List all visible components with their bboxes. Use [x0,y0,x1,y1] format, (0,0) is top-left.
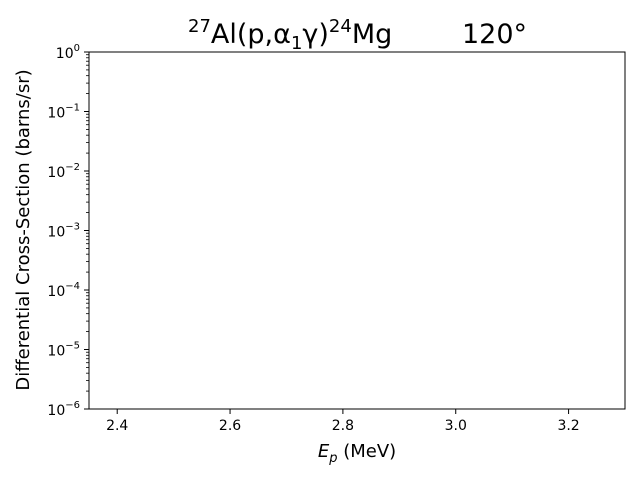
y-tick-label: 100 [56,43,80,62]
y-tick-base: 10 [47,403,65,419]
y-tick-label: 10−5 [47,341,80,360]
x-axis-label-unit: (MeV) [337,441,396,462]
x-tick-label: 3.0 [445,418,467,434]
title-mass-24: 24 [329,16,352,37]
y-tick-exponent: −3 [65,222,80,233]
title-target: Al(p, [211,19,273,50]
y-tick-label: 10−2 [47,162,80,181]
chart-title-reaction: 27Al(p,α1γ)24Mg [188,16,392,54]
title-gamma: γ) [302,19,329,50]
title-product: Mg [352,19,392,50]
y-tick-exponent: −4 [65,281,80,292]
x-axis-label-sub: p [328,451,337,466]
y-axis-minor-ticks [86,54,89,392]
y-tick-exponent: −2 [65,162,80,173]
y-tick-label: 10−3 [47,222,80,241]
y-tick-base: 10 [56,46,74,62]
x-tick-label: 2.4 [106,418,128,434]
y-tick-exponent: −5 [65,341,80,352]
y-tick-base: 10 [47,106,65,122]
chart-title-angle: 120° [462,19,527,50]
title-alpha: α [273,19,291,50]
y-tick-label: 10−6 [47,400,80,419]
y-axis-label: Differential Cross-Section (barns/sr) [13,69,34,390]
x-axis-ticks: 2.4 2.6 2.8 3.0 3.2 [106,409,580,434]
y-tick-base: 10 [47,284,65,300]
y-tick-exponent: 0 [74,43,80,54]
x-tick-label: 2.8 [332,418,354,434]
y-tick-base: 10 [47,344,65,360]
x-axis-label: Ep (MeV) [318,441,396,466]
x-tick-label: 3.2 [557,418,579,434]
y-tick-base: 10 [47,225,65,241]
title-mass-27: 27 [188,16,211,37]
x-axis-label-var: E [318,441,330,462]
plot-area-frame [88,51,626,410]
y-tick-label: 10−1 [47,103,80,122]
y-tick-label: 10−4 [47,281,80,300]
y-tick-exponent: −6 [65,400,80,411]
title-alpha-index: 1 [291,33,302,54]
x-tick-label: 2.6 [219,418,241,434]
y-tick-exponent: −1 [65,103,80,114]
y-tick-base: 10 [47,165,65,181]
